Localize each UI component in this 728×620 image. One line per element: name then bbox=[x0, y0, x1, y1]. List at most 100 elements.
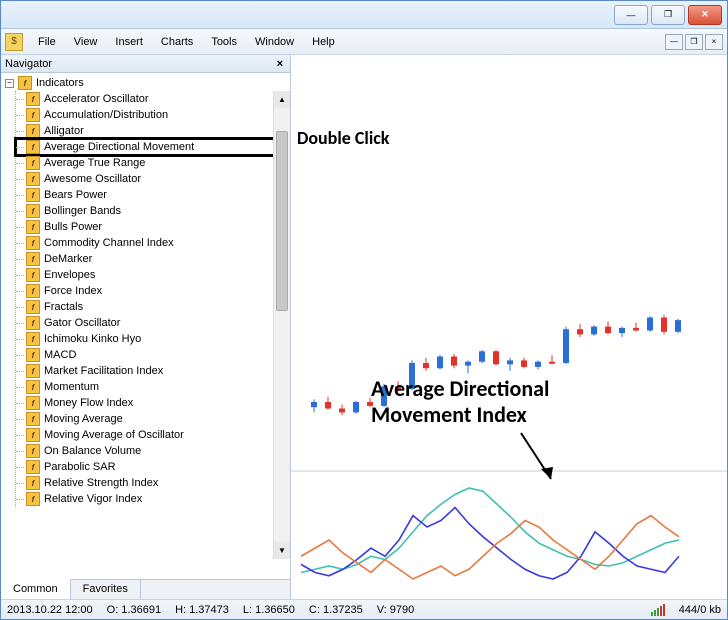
indicator-item[interactable]: fMoving Average bbox=[16, 411, 290, 427]
indicator-item[interactable]: f On Balance Volume bbox=[16, 443, 290, 459]
indicator-icon: f bbox=[26, 220, 40, 234]
indicator-label: MACD bbox=[44, 349, 76, 361]
navigator-panel: Navigator × − f Indicators f Accelerator … bbox=[1, 55, 291, 599]
indicator-label: Market Facilitation Index bbox=[44, 365, 163, 377]
indicator-item[interactable]: fAccumulation/Distribution bbox=[16, 107, 290, 123]
indicator-item[interactable]: fBears Power bbox=[16, 187, 290, 203]
navigator-title: Navigator bbox=[5, 58, 52, 70]
indicator-icon: f bbox=[26, 284, 40, 298]
scroll-down-icon[interactable]: ▼ bbox=[274, 542, 290, 559]
indicator-item[interactable]: f Momentum bbox=[16, 379, 290, 395]
maximize-button[interactable]: ❐ bbox=[651, 5, 685, 25]
navigator-tree[interactable]: − f Indicators fAccelerator OscillatorfA… bbox=[1, 73, 290, 579]
indicator-item[interactable]: fParabolic SAR bbox=[16, 459, 290, 475]
menubar: $ FileViewInsertChartsToolsWindowHelp — … bbox=[1, 29, 727, 55]
indicator-icon: f bbox=[26, 140, 40, 154]
status-volume: V: 9790 bbox=[377, 604, 415, 616]
indicator-item[interactable]: f Force Index bbox=[16, 283, 290, 299]
status-kb: 444/0 kb bbox=[679, 604, 721, 616]
mdi-restore-button[interactable]: ❐ bbox=[685, 34, 703, 50]
indicator-item[interactable]: fGator Oscillator bbox=[16, 315, 290, 331]
menu-insert[interactable]: Insert bbox=[106, 32, 152, 52]
indicator-label: Bulls Power bbox=[44, 221, 102, 233]
indicator-item[interactable]: fMACD bbox=[16, 347, 290, 363]
indicator-icon: f bbox=[26, 332, 40, 346]
app-window: — ❐ ✕ $ FileViewInsertChartsToolsWindowH… bbox=[0, 0, 728, 620]
indicator-label: Relative Strength Index bbox=[44, 477, 158, 489]
indicator-icon: f bbox=[26, 300, 40, 314]
mdi-minimize-button[interactable]: — bbox=[665, 34, 683, 50]
indicator-icon: f bbox=[26, 444, 40, 458]
indicator-icon: f bbox=[26, 156, 40, 170]
mdi-close-button[interactable]: × bbox=[705, 34, 723, 50]
indicator-item[interactable]: f Accelerator Oscillator bbox=[16, 91, 290, 107]
indicator-icon: f bbox=[26, 396, 40, 410]
indicator-icon: f bbox=[26, 364, 40, 378]
indicator-icon: f bbox=[26, 380, 40, 394]
indicator-label: Envelopes bbox=[44, 269, 95, 281]
tree-root-label: Indicators bbox=[36, 77, 84, 89]
scroll-up-icon[interactable]: ▲ bbox=[274, 91, 290, 108]
indicator-item[interactable]: f Alligator bbox=[16, 123, 290, 139]
indicator-icon: f bbox=[26, 412, 40, 426]
navigator-header: Navigator × bbox=[1, 55, 290, 73]
status-open: O: 1.36691 bbox=[107, 604, 161, 616]
indicator-icon: f bbox=[26, 428, 40, 442]
menu-file[interactable]: File bbox=[29, 32, 65, 52]
status-datetime: 2013.10.22 12:00 bbox=[7, 604, 93, 616]
folder-icon: f bbox=[18, 76, 32, 90]
status-close: C: 1.37235 bbox=[309, 604, 363, 616]
indicator-label: Bollinger Bands bbox=[44, 205, 121, 217]
connection-bars-icon bbox=[651, 604, 665, 616]
indicator-icon: f bbox=[26, 188, 40, 202]
indicator-icon: f bbox=[26, 236, 40, 250]
indicator-label: Money Flow Index bbox=[44, 397, 133, 409]
indicator-item[interactable]: f Envelopes bbox=[16, 267, 290, 283]
chart-area[interactable]: Double Click Average Directional Movemen… bbox=[291, 55, 727, 599]
app-icon: $ bbox=[5, 33, 23, 51]
indicator-item[interactable]: fRelative Strength Index bbox=[16, 475, 290, 491]
scroll-thumb[interactable] bbox=[276, 131, 288, 311]
indicator-item[interactable]: fAverage True Range bbox=[16, 155, 290, 171]
indicator-label: Fractals bbox=[44, 301, 83, 313]
indicator-item[interactable]: f Ichimoku Kinko Hyo bbox=[16, 331, 290, 347]
tree-scrollbar[interactable]: ▲ ▼ bbox=[273, 91, 290, 559]
indicator-icon: f bbox=[26, 124, 40, 138]
tree-root-indicators[interactable]: − f Indicators bbox=[1, 75, 290, 91]
menu-help[interactable]: Help bbox=[303, 32, 344, 52]
indicator-label: Parabolic SAR bbox=[44, 461, 116, 473]
indicator-item[interactable]: f Money Flow Index bbox=[16, 395, 290, 411]
indicator-icon: f bbox=[26, 268, 40, 282]
navigator-close-icon[interactable]: × bbox=[274, 58, 286, 70]
indicator-item[interactable]: f Bulls Power bbox=[16, 219, 290, 235]
indicator-icon: f bbox=[26, 92, 40, 106]
indicator-icon: f bbox=[26, 492, 40, 506]
minimize-button[interactable]: — bbox=[614, 5, 648, 25]
navigator-tabs: Common Favorites bbox=[1, 579, 290, 599]
indicator-item[interactable]: fAverage Directional Movement bbox=[16, 139, 290, 155]
menu-window[interactable]: Window bbox=[246, 32, 303, 52]
indicator-label: Momentum bbox=[44, 381, 99, 393]
indicator-item[interactable]: fDeMarker bbox=[16, 251, 290, 267]
indicator-item[interactable]: fCommodity Channel Index bbox=[16, 235, 290, 251]
collapse-icon[interactable]: − bbox=[5, 79, 14, 88]
indicator-item[interactable]: fMoving Average of Oscillator bbox=[16, 427, 290, 443]
menu-tools[interactable]: Tools bbox=[202, 32, 246, 52]
indicator-icon: f bbox=[26, 316, 40, 330]
indicator-label: Alligator bbox=[44, 125, 84, 137]
indicator-item[interactable]: fRelative Vigor Index bbox=[16, 491, 290, 507]
indicator-item[interactable]: fAwesome Oscillator bbox=[16, 171, 290, 187]
menu-view[interactable]: View bbox=[65, 32, 107, 52]
indicator-item[interactable]: f Fractals bbox=[16, 299, 290, 315]
indicator-label: Ichimoku Kinko Hyo bbox=[44, 333, 141, 345]
menu-charts[interactable]: Charts bbox=[152, 32, 202, 52]
close-button[interactable]: ✕ bbox=[688, 5, 722, 25]
indicator-label: Force Index bbox=[44, 285, 102, 297]
tab-favorites[interactable]: Favorites bbox=[71, 580, 141, 599]
status-high: H: 1.37473 bbox=[175, 604, 229, 616]
indicator-label: Accelerator Oscillator bbox=[44, 93, 149, 105]
indicator-item[interactable]: f Market Facilitation Index bbox=[16, 363, 290, 379]
tab-common[interactable]: Common bbox=[1, 579, 71, 599]
indicator-item[interactable]: fBollinger Bands bbox=[16, 203, 290, 219]
indicator-label: On Balance Volume bbox=[44, 445, 141, 457]
